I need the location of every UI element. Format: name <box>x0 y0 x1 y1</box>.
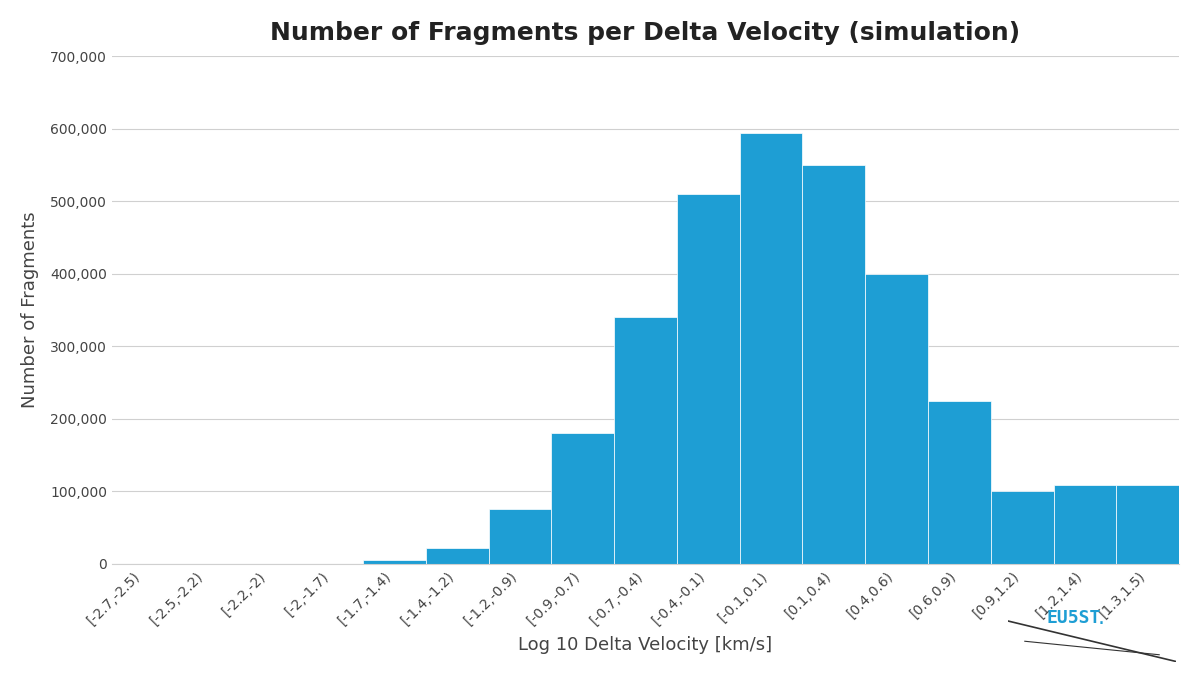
Bar <box>1054 485 1116 564</box>
Bar <box>614 317 677 564</box>
Bar <box>426 547 488 564</box>
Bar <box>1116 485 1180 564</box>
X-axis label: Log 10 Delta Velocity [km/s]: Log 10 Delta Velocity [km/s] <box>518 636 773 654</box>
Text: EU5ST: EU5ST <box>1046 609 1102 626</box>
Bar <box>551 433 614 564</box>
Bar <box>928 400 991 564</box>
Y-axis label: Number of Fragments: Number of Fragments <box>20 212 38 408</box>
Bar <box>677 194 739 564</box>
Bar <box>865 274 928 564</box>
Title: Number of Fragments per Delta Velocity (simulation): Number of Fragments per Delta Velocity (… <box>270 21 1020 45</box>
Bar <box>488 509 551 564</box>
Bar <box>803 165 865 564</box>
Bar <box>991 491 1054 564</box>
Bar <box>739 132 803 564</box>
Bar <box>362 560 426 564</box>
Text: .: . <box>1098 608 1105 628</box>
